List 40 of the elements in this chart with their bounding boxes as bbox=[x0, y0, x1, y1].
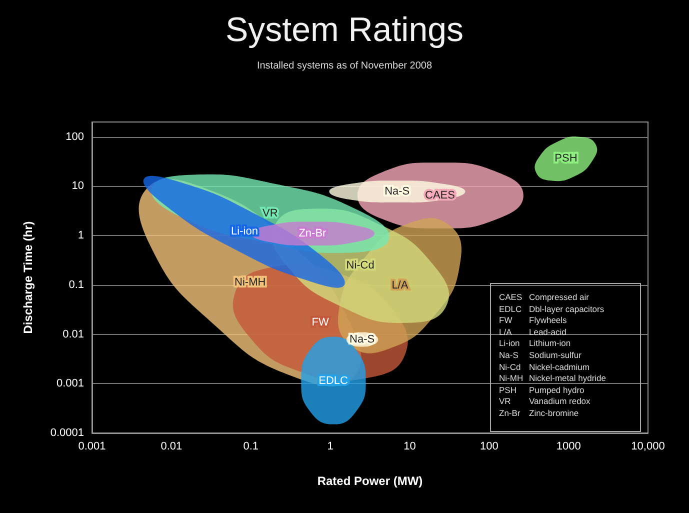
series-label: CAES bbox=[425, 190, 455, 202]
text: PSH Pumped hydro bbox=[499, 384, 584, 395]
text: L/A Lead-acid bbox=[499, 326, 566, 337]
series-label: Na-S bbox=[384, 186, 410, 198]
x-tick-label: 1000 bbox=[556, 440, 581, 452]
chart-subtitle: Installed systems as of November 2008 bbox=[256, 60, 432, 72]
series-label: Na-S bbox=[350, 334, 375, 346]
x-axis-title: Rated Power (MW) bbox=[317, 474, 423, 488]
y-axis-title: Discharge Time (hr) bbox=[21, 221, 35, 334]
annotation: CAES Compressed air bbox=[499, 292, 589, 304]
annotation: Zn-Br Zinc-bromine bbox=[499, 408, 579, 420]
annotation: Ni-Cd Nickel-cadmium bbox=[499, 362, 590, 374]
series-label: VR bbox=[262, 208, 278, 220]
series-label: PSH bbox=[554, 152, 578, 165]
y-tick-label: 100 bbox=[66, 130, 84, 143]
x-tick-label: 1 bbox=[327, 440, 334, 452]
y-tick-label: 0.01 bbox=[62, 328, 84, 340]
series-label: Ni-Cd bbox=[346, 260, 374, 272]
y-tick-label: 0.001 bbox=[56, 378, 84, 390]
series-label: EDLC bbox=[318, 374, 348, 387]
x-tick-label: 10 bbox=[404, 440, 416, 452]
y-tick-label: 0.1 bbox=[68, 278, 84, 291]
series-label: Ni-MH bbox=[234, 276, 266, 289]
y-tick-label: 1 bbox=[78, 230, 84, 242]
x-tick-label: 100 bbox=[480, 440, 498, 452]
series-label: L/A bbox=[392, 280, 409, 292]
chart-title: System Ratings bbox=[225, 11, 464, 49]
series-label: Zn-Br bbox=[298, 228, 327, 240]
x-tick-label: 10,000 bbox=[631, 440, 665, 452]
text: Na-S Sodium-sulfur bbox=[499, 350, 582, 360]
x-tick-label: 0.1 bbox=[243, 440, 259, 452]
annotation: Li-ion Lithium-ion bbox=[499, 338, 571, 350]
series-label: FW bbox=[312, 316, 330, 329]
x-tick-label: 0.01 bbox=[160, 440, 182, 452]
text: VR Vanadium redox bbox=[499, 396, 590, 406]
annotation: EDLC Dbl-layer capacitors bbox=[499, 304, 604, 316]
text: FW Flywheels bbox=[499, 315, 567, 326]
y-tick-label: 0.0001 bbox=[50, 427, 84, 439]
y-tick-label: 10 bbox=[72, 180, 84, 192]
annotation: Ni-MH Nickel-metal hydride bbox=[499, 373, 606, 385]
